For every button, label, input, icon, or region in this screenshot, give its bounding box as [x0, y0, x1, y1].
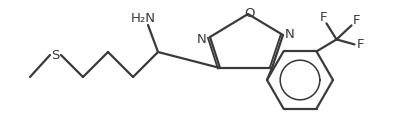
Text: F: F — [357, 38, 364, 51]
Text: H₂N: H₂N — [131, 12, 156, 24]
Text: N: N — [285, 28, 295, 40]
Text: S: S — [51, 49, 59, 61]
Text: O: O — [244, 7, 254, 19]
Text: F: F — [320, 11, 327, 24]
Text: F: F — [353, 14, 360, 27]
Text: N: N — [197, 33, 207, 45]
